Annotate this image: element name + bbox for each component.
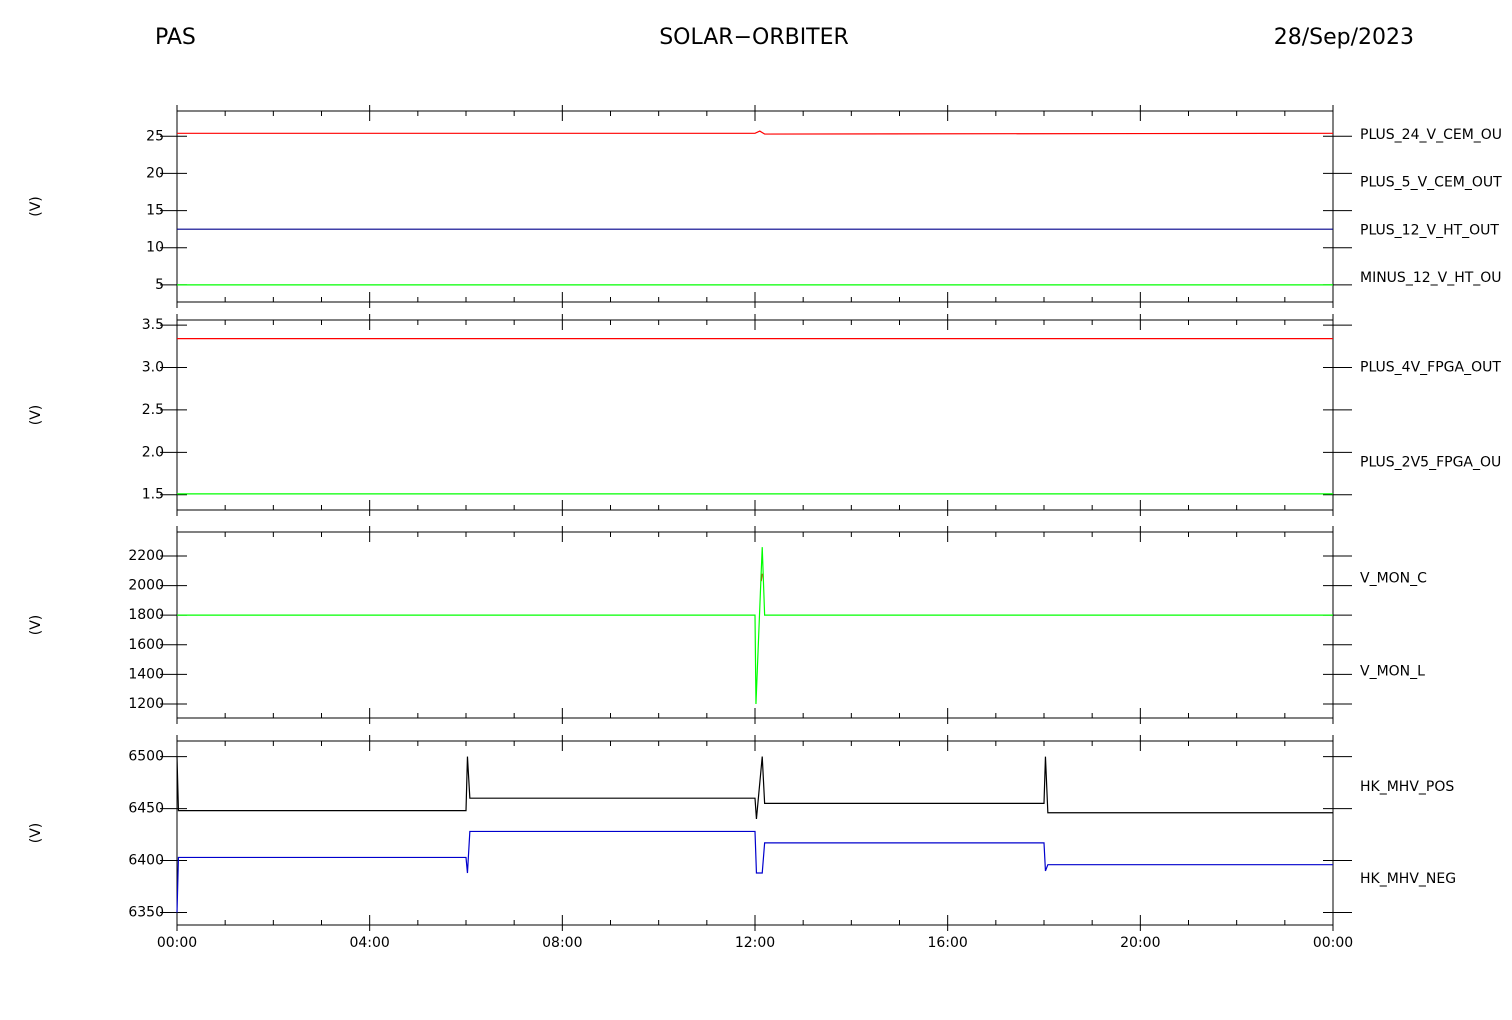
legend-label: HK_MHV_POS [1360, 779, 1454, 795]
y-tick-label: 1800 [128, 607, 164, 623]
y-tick-label: 2.5 [142, 402, 164, 418]
series-line [177, 547, 1333, 704]
plot-frame [176, 110, 1334, 303]
series-line [177, 130, 1334, 135]
header-date: 28/Sep/2023 [1274, 25, 1414, 50]
y-tick-label: 3.0 [142, 360, 164, 376]
y-tick-label: 20 [146, 165, 164, 181]
y-tick-label: 6500 [128, 749, 164, 765]
y-axis-label: (V) [28, 615, 44, 636]
legend-label: MINUS_12_V_HT_OU [1360, 270, 1502, 286]
y-tick-label: 6450 [128, 801, 164, 817]
y-axis-label: (V) [28, 823, 44, 844]
y-tick-label: 1600 [128, 637, 164, 653]
series-line [176, 756, 1333, 820]
legend-label: PLUS_24_V_CEM_OU [1360, 127, 1502, 143]
x-tick-label: 16:00 [927, 935, 967, 951]
x-tick-label: 20:00 [1120, 935, 1160, 951]
x-tick-label: 12:00 [735, 935, 775, 951]
y-tick-label: 6350 [128, 905, 164, 921]
y-tick-label: 2.0 [142, 444, 164, 460]
y-tick-label: 1400 [128, 666, 164, 682]
y-tick-label: 3.5 [142, 317, 164, 333]
x-tick-label: 04:00 [349, 935, 389, 951]
y-tick-label: 6400 [128, 853, 164, 869]
y-tick-label: 25 [146, 128, 164, 144]
y-tick-label: 10 [146, 240, 164, 256]
x-tick-label: 00:00 [157, 935, 197, 951]
header-title: SOLAR−ORBITER [659, 25, 849, 50]
legend-label: PLUS_4V_FPGA_OUT [1360, 360, 1501, 376]
legend-label: V_MON_C [1360, 571, 1427, 587]
legend-label: PLUS_12_V_HT_OUT [1360, 222, 1499, 238]
y-axis-label: (V) [28, 196, 44, 217]
x-tick-label: 08:00 [542, 935, 582, 951]
plot-frame [176, 319, 1334, 511]
legend-label: V_MON_L [1360, 664, 1425, 680]
y-tick-label: 2200 [128, 548, 164, 564]
y-tick-label: 2000 [128, 578, 164, 594]
y-tick-label: 5 [155, 277, 164, 293]
legend-label: PLUS_2V5_FPGA_OU [1360, 455, 1501, 471]
header-left: PAS [155, 25, 196, 50]
x-tick-label: 00:00 [1313, 935, 1353, 951]
y-tick-label: 1200 [128, 696, 164, 712]
legend-label: PLUS_5_V_CEM_OUT [1360, 175, 1502, 191]
y-axis-label: (V) [28, 405, 44, 426]
y-tick-label: 15 [146, 203, 164, 219]
series-line [176, 830, 1333, 913]
legend-label: HK_MHV_NEG [1360, 871, 1456, 887]
y-tick-label: 1.5 [142, 487, 164, 503]
